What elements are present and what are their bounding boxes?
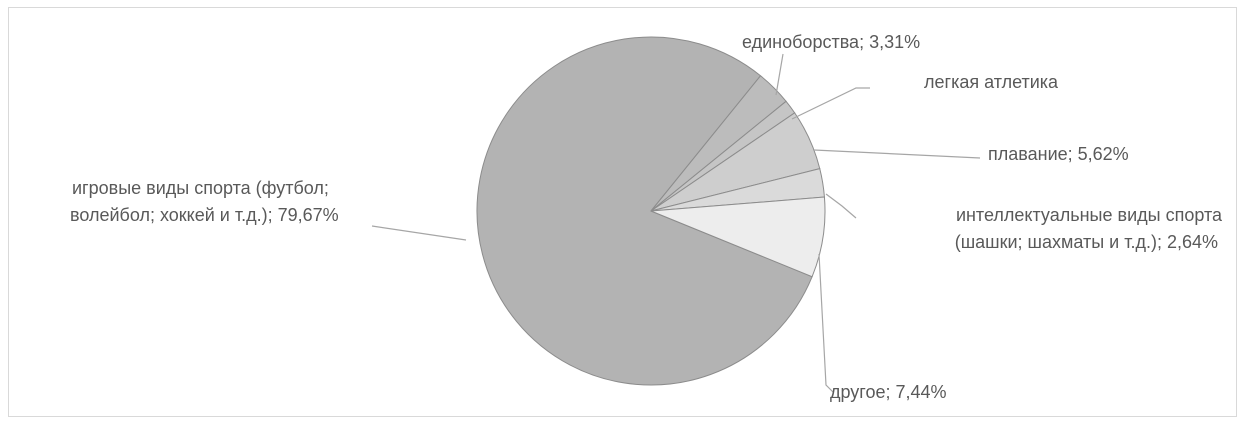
pie-slice-6	[650, 196, 826, 278]
leader-line-2	[775, 53, 784, 96]
leader-lines	[371, 53, 981, 393]
data-label-6-line-1: другое; 7,44%	[830, 382, 947, 402]
leader-line-3	[791, 87, 870, 120]
data-label-3-line-1: легкая атлетика	[924, 72, 1059, 92]
pie-slices	[476, 36, 826, 386]
leader-line-6	[818, 253, 834, 393]
data-label-1-line-1: игровые виды спорта (футбол;	[72, 178, 329, 198]
data-label-2-line-1: единоборства; 3,31%	[742, 32, 920, 52]
data-labels: игровые виды спорта (футбол; волейбол; хо…	[70, 32, 1223, 402]
data-label-4-line-1: плавание; 5,62%	[988, 144, 1129, 164]
data-label-5-line-2: (шашки; шахматы и т.д.); 2,64%	[955, 232, 1218, 252]
data-label-1-line-2: волейбол; хоккей и т.д.); 79,67%	[70, 205, 339, 225]
data-label-5-line-1: интеллектуальные виды спорта	[956, 205, 1223, 225]
leader-line-1	[371, 225, 467, 241]
pie-slice-1	[476, 36, 813, 386]
leader-line-5	[825, 193, 857, 219]
leader-line-4	[813, 149, 981, 159]
